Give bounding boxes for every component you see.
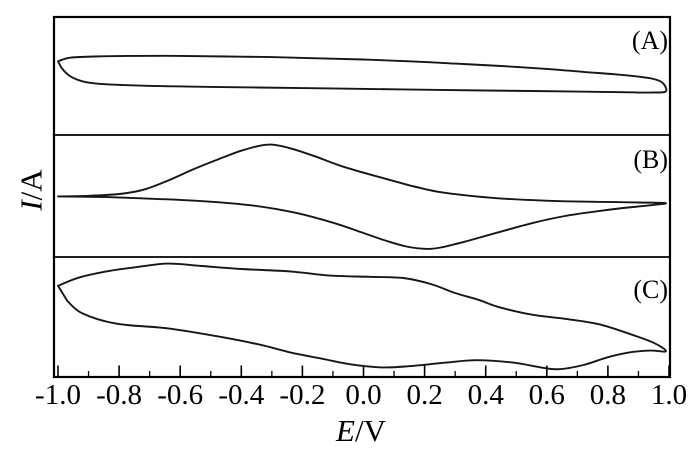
cv-curve-B — [57, 143, 667, 250]
x-axis-unit: /V — [354, 413, 386, 448]
x-tick-label: -0.8 — [96, 379, 143, 411]
x-tick-label: -1.0 — [35, 379, 81, 411]
cv-curve-C — [57, 262, 667, 371]
panel-label-C: (C) — [633, 275, 668, 304]
y-axis-label: I/A — [13, 169, 49, 211]
x-tick-label: 0.8 — [589, 379, 627, 411]
x-tick-label: -0.6 — [157, 379, 204, 411]
x-tick-label: 0.0 — [345, 379, 382, 411]
y-axis-unit: /A — [13, 169, 49, 201]
panel-label-B: (B) — [633, 145, 668, 174]
panel-label-A: (A) — [631, 26, 668, 55]
y-axis-variable: I — [13, 200, 49, 211]
x-tick-label: 0.6 — [528, 379, 565, 411]
x-tick-label: 0.4 — [467, 379, 504, 411]
x-axis-variable: E — [336, 413, 355, 448]
x-axis-label: E/V — [336, 415, 386, 446]
x-tick-label: 0.2 — [406, 379, 443, 411]
x-tick-label: -0.4 — [218, 379, 265, 411]
x-tick-label: -0.2 — [279, 379, 326, 411]
x-tick-label: 1.0 — [650, 379, 688, 411]
plot-frame — [52, 15, 672, 379]
cv-curve-A — [57, 54, 668, 94]
